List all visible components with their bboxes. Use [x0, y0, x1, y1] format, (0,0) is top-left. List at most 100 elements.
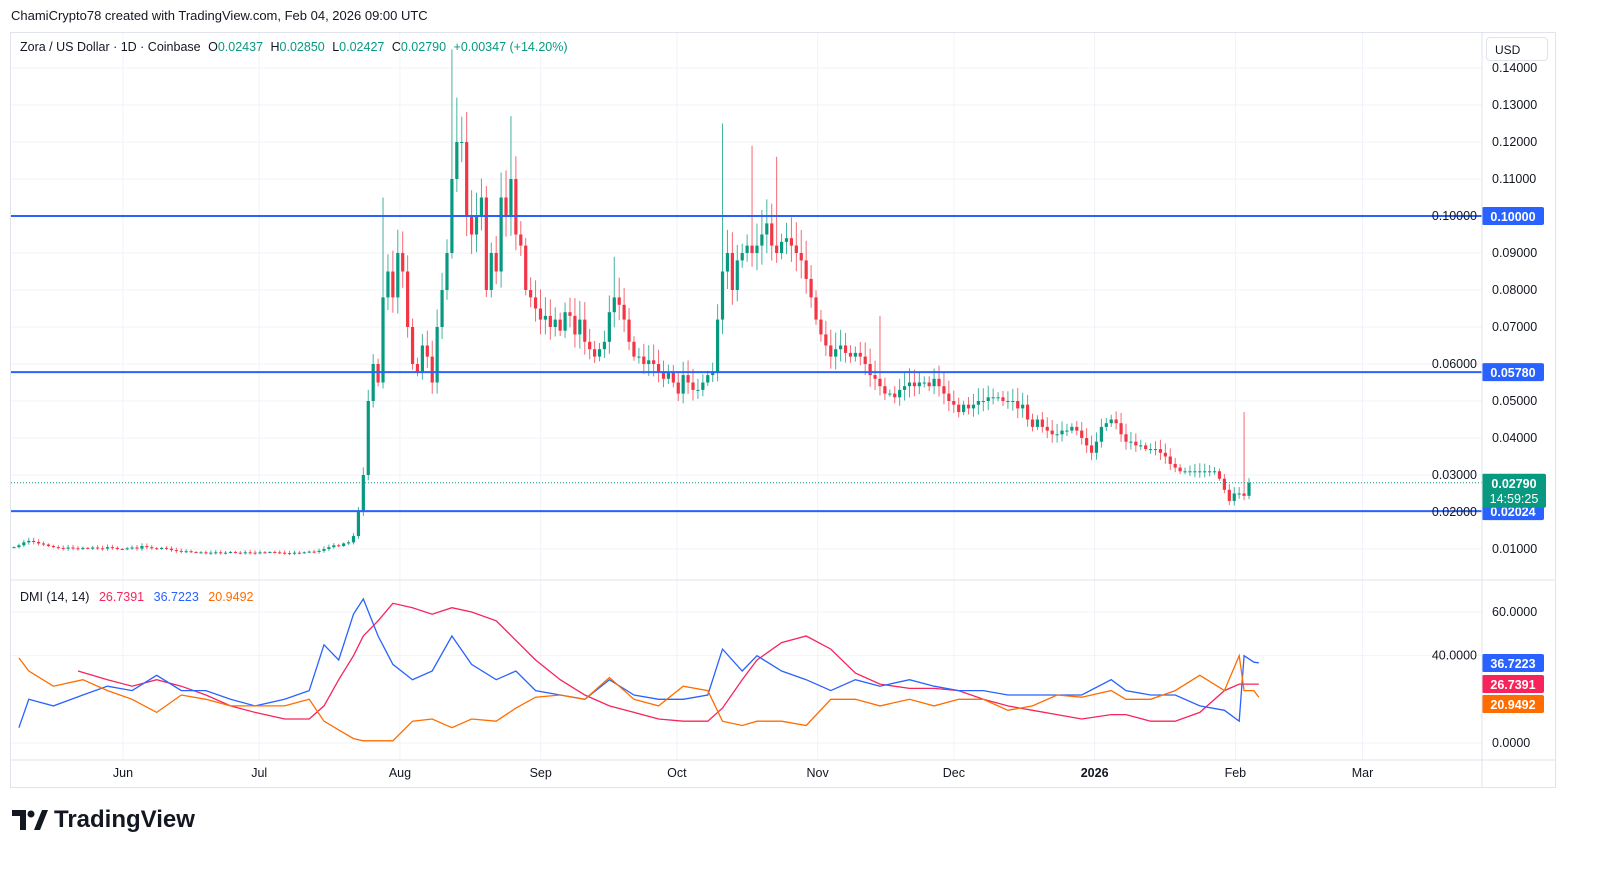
dmi-lines: 36.7223 26.7391 20.9492: [18, 597, 1544, 742]
candle-up: [725, 229, 730, 289]
candle-body: [632, 341, 636, 357]
candle-down: [32, 537, 36, 545]
candle-body: [164, 547, 169, 549]
candle-down: [283, 550, 287, 555]
candle-body: [351, 536, 356, 543]
candle-down: [1173, 458, 1177, 473]
candle-down: [56, 545, 60, 550]
candle-body: [209, 552, 213, 554]
candle-down: [410, 318, 415, 370]
candle-down: [1045, 417, 1049, 439]
candles: [12, 49, 1251, 556]
dmi-tick-label: 0.0000: [1492, 736, 1530, 750]
candle-body: [1212, 471, 1217, 473]
candle-body: [91, 547, 95, 549]
candle-body: [981, 401, 985, 402]
candle-body: [96, 547, 100, 549]
candle-down: [686, 360, 690, 394]
level-price-label: 0.10000: [1490, 210, 1535, 224]
candle-body: [100, 548, 105, 550]
candle-body: [430, 356, 434, 383]
candle-body: [381, 297, 385, 383]
candle-body: [115, 547, 119, 549]
candle-body: [1227, 489, 1231, 501]
candle-body: [873, 375, 877, 379]
candle-down: [37, 539, 41, 546]
candle-body: [819, 319, 823, 335]
candle-up: [130, 545, 134, 550]
candle-body: [666, 371, 671, 379]
candle-body: [150, 547, 154, 549]
candle-up: [346, 540, 351, 545]
candle-body: [1217, 471, 1222, 479]
candle-down: [1168, 448, 1172, 471]
candle-up: [1232, 487, 1236, 506]
candle-down: [656, 349, 661, 383]
time-tick-label: 2026: [1081, 766, 1109, 780]
candle-body: [661, 371, 666, 379]
candle-body: [135, 547, 139, 549]
candle-up: [1237, 487, 1241, 499]
candle-up: [1212, 467, 1217, 475]
candle-body: [1144, 445, 1148, 450]
candle-body: [720, 271, 725, 320]
candle-body: [1124, 434, 1128, 442]
candle-body: [356, 512, 361, 537]
candle-body: [927, 382, 931, 387]
candle-up: [386, 254, 390, 311]
candle-body: [1104, 423, 1108, 427]
candle-down: [1114, 411, 1118, 430]
candle-up: [140, 543, 144, 551]
candle-down: [617, 277, 621, 321]
candle-up: [647, 345, 651, 376]
minus-di-value: 20.9492: [208, 590, 254, 604]
candle-body: [583, 319, 587, 342]
candle-body: [283, 552, 287, 554]
candle-up: [17, 543, 21, 549]
candle-up: [1188, 465, 1192, 476]
candle-body: [607, 312, 611, 342]
tradingview-logo[interactable]: TradingView: [12, 806, 195, 834]
candle-body: [465, 142, 469, 216]
candle-down: [1050, 419, 1054, 443]
candle-down: [966, 397, 971, 415]
symbol-legend[interactable]: Zora / US Dollar · 1D · Coinbase O0.0243…: [20, 40, 572, 54]
candle-down: [51, 544, 55, 549]
candle-body: [120, 549, 124, 550]
candle-up: [1055, 423, 1059, 443]
candle-body: [337, 545, 341, 547]
candle-body: [1025, 404, 1030, 420]
dmi-legend[interactable]: DMI (14, 14) 26.7391 36.7223 20.9492: [20, 590, 259, 604]
candle-up: [666, 364, 671, 385]
candle-down: [174, 547, 178, 553]
candle-down: [622, 288, 626, 333]
logo-text: TradingView: [54, 806, 195, 833]
candle-down: [96, 545, 100, 551]
candle-up: [1094, 432, 1099, 460]
candle-body: [1089, 445, 1094, 453]
candle-down: [287, 550, 292, 556]
candle-up: [986, 385, 990, 411]
candle-down: [71, 544, 75, 551]
candle-body: [253, 552, 257, 554]
candle-body: [976, 401, 980, 405]
candle-down: [642, 343, 646, 374]
candle-down: [248, 549, 252, 555]
candle-up: [907, 368, 912, 398]
candle-body: [558, 319, 562, 331]
candle-body: [297, 552, 301, 554]
candle-down: [1040, 411, 1044, 433]
high-value: H0.02850: [270, 40, 325, 54]
candle-body: [342, 543, 346, 547]
candle-body: [1006, 401, 1010, 402]
candle-down: [238, 551, 242, 555]
candle-up: [1208, 464, 1212, 477]
candle-up: [209, 550, 213, 555]
currency-button[interactable]: USD: [1486, 37, 1548, 61]
candle-up: [760, 209, 764, 265]
candle-down: [219, 550, 223, 555]
candle-down: [504, 170, 508, 237]
candle-up: [199, 551, 203, 554]
candle-body: [804, 260, 808, 279]
